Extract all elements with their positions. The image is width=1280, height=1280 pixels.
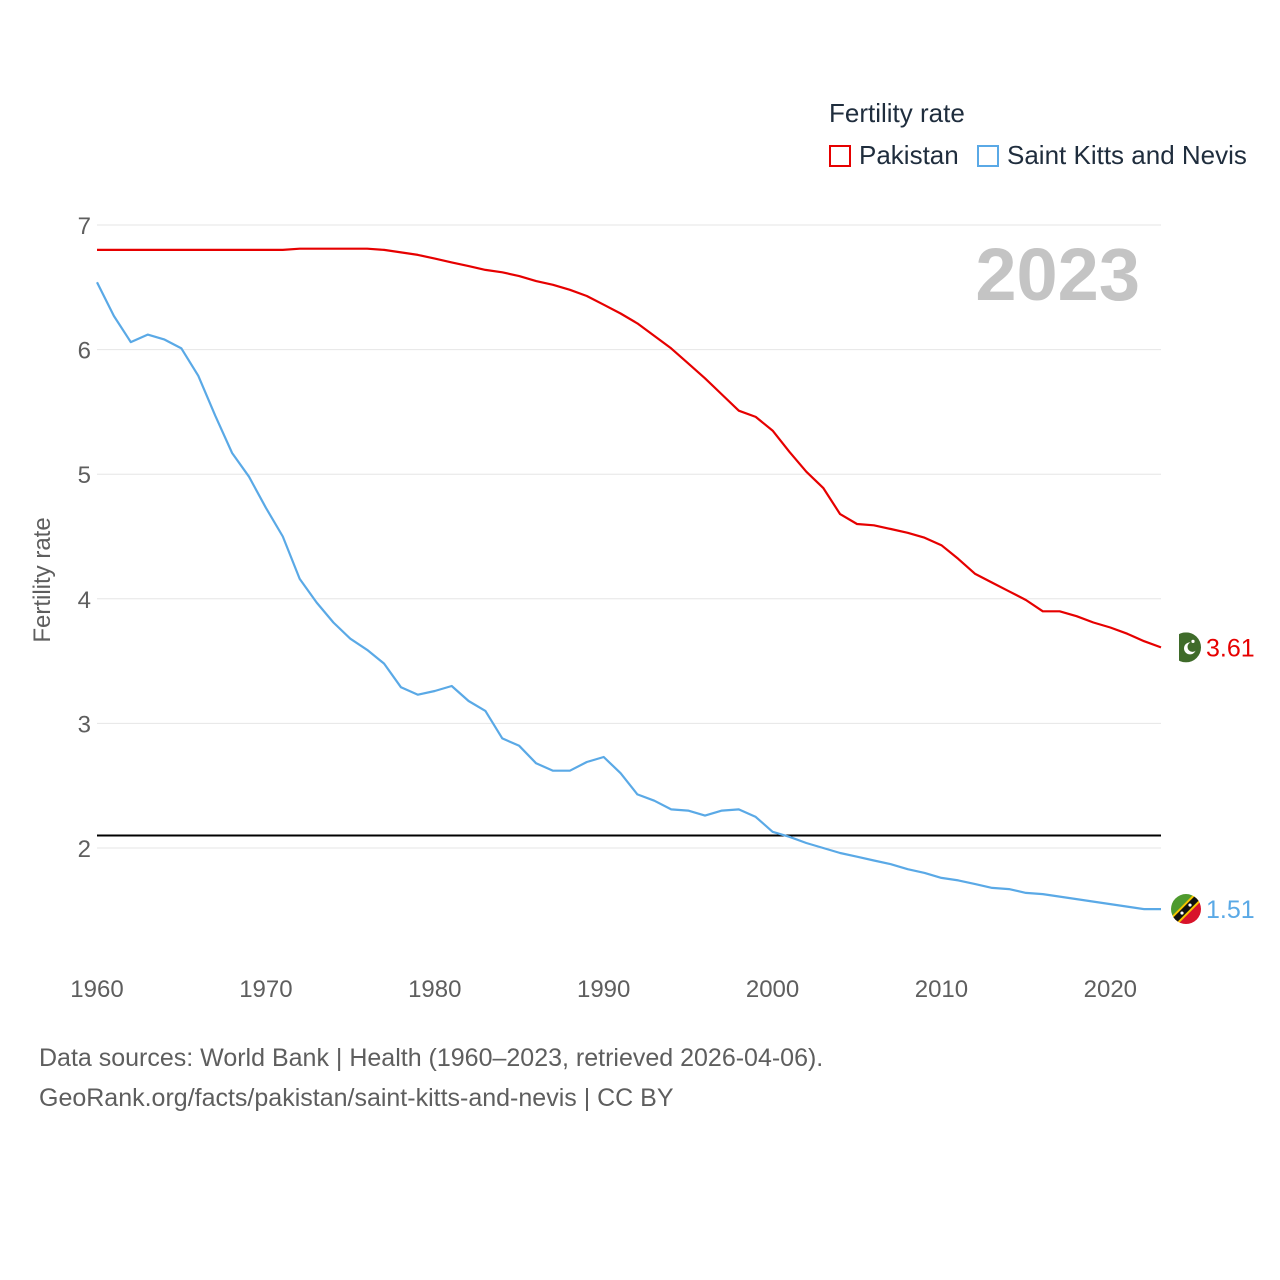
x-tick-label-2010: 2010 [915, 976, 968, 1003]
legend-label-saint-kitts-and-nevis: Saint Kitts and Nevis [1007, 140, 1247, 170]
saint-kitts-and-nevis-flag-icon [1171, 894, 1201, 925]
y-tick-label-4: 4 [78, 587, 91, 614]
x-tick-label-2000: 2000 [746, 976, 799, 1003]
legend-item-saint-kitts-and-nevis[interactable]: Saint Kitts and Nevis [977, 140, 1247, 171]
y-axis-label: Fertility rate [29, 517, 56, 642]
legend-swatch-saint-kitts-and-nevis [977, 144, 999, 167]
legend-title: Fertility rate [829, 98, 965, 128]
end-value-label-saint-kitts-and-nevis: 1.51 [1206, 896, 1255, 924]
series-line-pakistan[interactable] [97, 247, 1162, 649]
legend-label-pakistan: Pakistan [859, 140, 959, 170]
grid-layer [97, 224, 1161, 849]
series-layer [96, 247, 1162, 911]
pakistan-flag-icon [1171, 632, 1201, 663]
x-tick-label-1970: 1970 [239, 976, 292, 1003]
tick-layer: 2 3 4 5 6 7 1960 1970 1980 1990 2000 2010 2020 [70, 213, 1137, 1003]
x-tick-label-1960: 1960 [70, 976, 123, 1003]
y-tick-label-7: 7 [78, 213, 91, 240]
x-tick-label-1990: 1990 [577, 976, 630, 1003]
y-tick-label-6: 6 [78, 338, 91, 365]
x-tick-label-1980: 1980 [408, 976, 461, 1003]
year-label: 2023 [975, 233, 1140, 316]
legend-item-pakistan[interactable]: Pakistan [829, 140, 959, 171]
y-tick-label-3: 3 [78, 711, 91, 738]
y-tick-label-2: 2 [78, 836, 91, 863]
footer-link[interactable]: GeoRank.org/facts/pakistan/saint-kitts-a… [39, 1084, 674, 1112]
x-tick-label-2020: 2020 [1084, 976, 1137, 1003]
legend-swatch-pakistan [829, 144, 851, 167]
series-line-saint-kitts-and-nevis[interactable] [96, 281, 1161, 911]
y-tick-label-5: 5 [78, 462, 91, 489]
footer-sources: Data sources: World Bank | Health (1960–… [39, 1044, 824, 1072]
end-value-label-pakistan: 3.61 [1206, 634, 1255, 662]
end-label-layer: 3.61 1.51 [1171, 632, 1255, 925]
